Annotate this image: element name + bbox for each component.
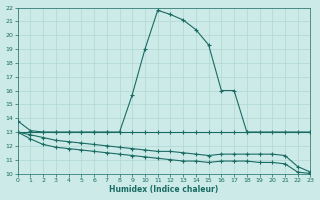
X-axis label: Humidex (Indice chaleur): Humidex (Indice chaleur)	[109, 185, 219, 194]
